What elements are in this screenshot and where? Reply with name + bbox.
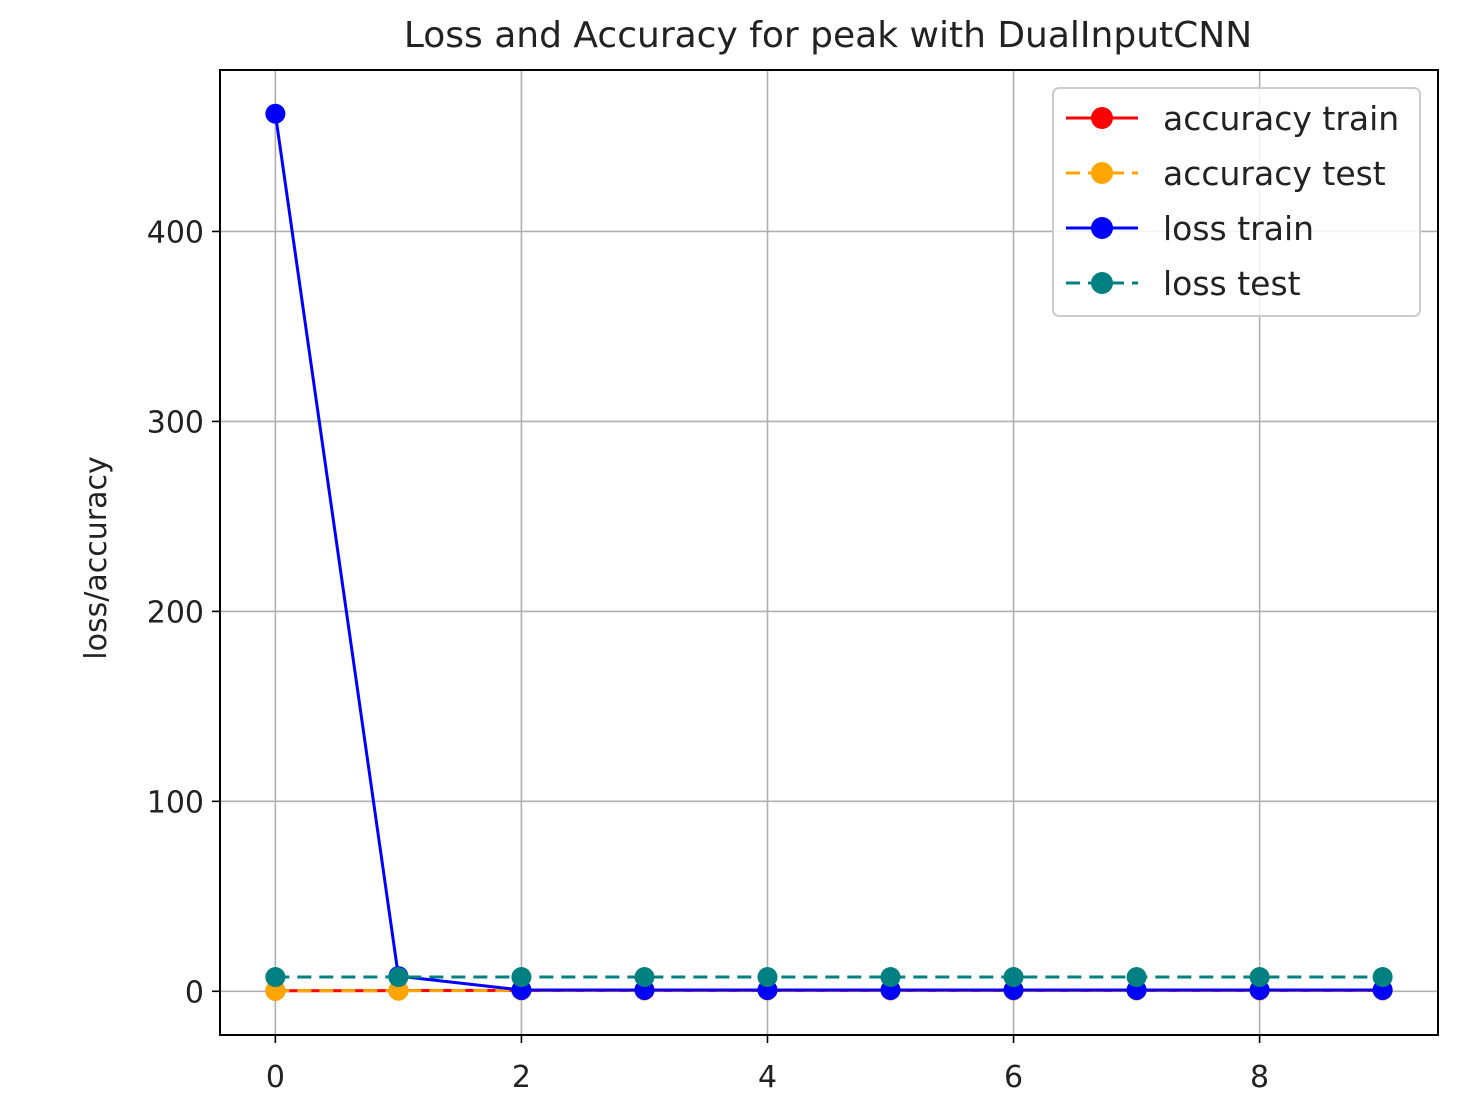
x-tick-label: 0	[266, 1060, 285, 1095]
legend: accuracy train accuracy test loss train los…	[1052, 87, 1421, 317]
y-tick-label: 300	[147, 405, 204, 440]
legend-marker-accuracy-train	[1091, 107, 1113, 129]
series-line-loss-train	[273, 113, 1383, 992]
x-tick-label: 6	[1004, 1060, 1023, 1095]
data-point-loss-test	[880, 967, 901, 988]
legend-marker-loss-test	[1091, 272, 1113, 294]
series-loss-test	[265, 967, 1393, 988]
y-tick-label: 100	[147, 785, 204, 820]
legend-marker-loss-train	[1091, 217, 1113, 239]
plot-frame	[219, 69, 1439, 1036]
legend-box	[1052, 87, 1421, 317]
chart-title: Loss and Accuracy for peak with DualInpu…	[404, 15, 1252, 56]
data-point-accuracy-test	[388, 980, 409, 1001]
legend-label-accuracy-test: accuracy test	[1163, 154, 1386, 193]
data-point-loss-test	[388, 967, 409, 988]
y-tick-label: 200	[147, 595, 204, 630]
y-tick-label: 0	[185, 975, 204, 1010]
legend-label-loss-train: loss train	[1163, 209, 1314, 248]
x-tick-label: 8	[1250, 1060, 1269, 1095]
data-point-loss-test	[265, 967, 286, 988]
y-axis-label: loss/accuracy	[79, 456, 114, 659]
y-tick-label: 400	[147, 215, 204, 250]
legend-entry-loss-train: loss train	[1066, 209, 1314, 248]
legend-marker-accuracy-test	[1091, 162, 1113, 184]
data-point-loss-test	[634, 967, 655, 988]
data-point-loss-test	[757, 967, 778, 988]
legend-entry-loss-test: loss test	[1066, 264, 1301, 303]
data-point-loss-test	[1003, 967, 1024, 988]
axes: 0 2 4 6 8 0 100 200 300 400	[147, 215, 1269, 1095]
data-point-loss-test	[1249, 967, 1270, 988]
data-point-loss-train	[265, 103, 286, 124]
data-point-loss-test	[1372, 967, 1393, 988]
series-layer	[265, 103, 1393, 1001]
legend-label-loss-test: loss test	[1163, 264, 1301, 303]
data-point-loss-test	[511, 967, 532, 988]
legend-label-accuracy-train: accuracy train	[1163, 99, 1399, 138]
legend-entry-accuracy-test: accuracy test	[1066, 154, 1386, 193]
x-tick-label: 2	[512, 1060, 531, 1095]
data-point-accuracy-test	[265, 980, 286, 1001]
data-point-loss-test	[1126, 967, 1147, 988]
x-tick-label: 4	[758, 1060, 777, 1095]
legend-entry-accuracy-train: accuracy train	[1066, 99, 1399, 138]
